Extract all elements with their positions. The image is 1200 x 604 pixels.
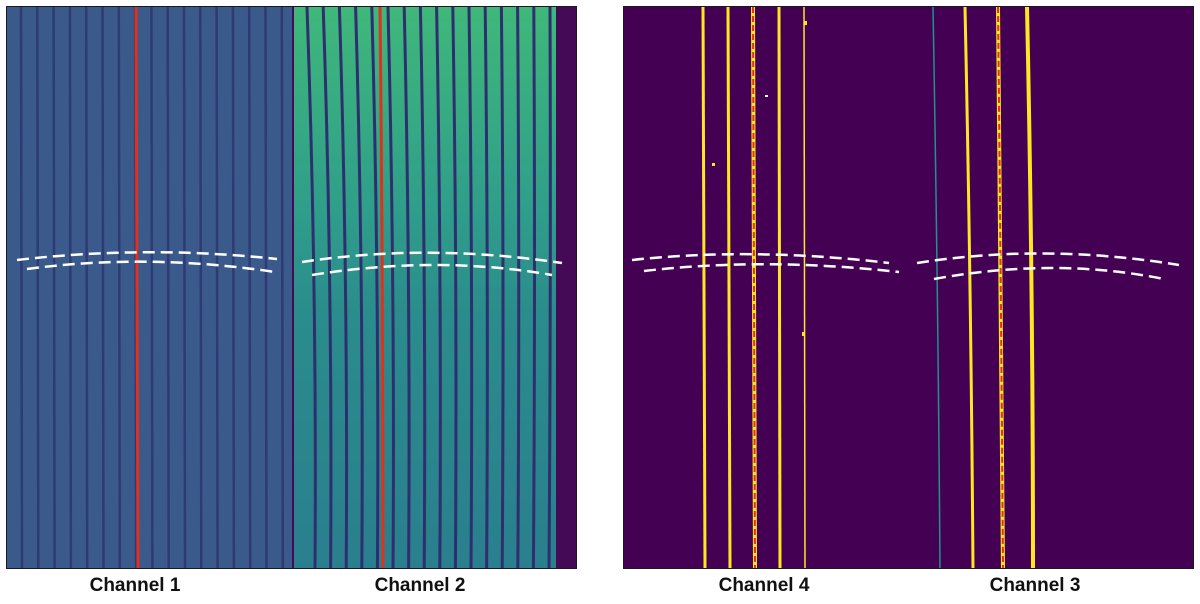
channel-2-gap-line (321, 7, 333, 568)
channel-1-red-trace (134, 7, 140, 568)
channel-2-gap-line (305, 7, 317, 568)
channel-2-gap-line (418, 7, 427, 568)
channel-1-gap-line (52, 7, 56, 568)
channel-2-gap-line (337, 7, 349, 568)
channel-4-line (726, 7, 732, 568)
channel-2-red-trace (378, 7, 385, 568)
channel-2-gap-line (370, 7, 380, 568)
channel-1-dashed-curve-upper (16, 250, 278, 262)
channel-3-dashed-curve-lower (933, 266, 1165, 281)
channel-1-gap-line (247, 7, 252, 568)
channel-3-line-faint (932, 7, 941, 568)
channel-2-dashed-curve-upper (301, 251, 563, 265)
channel-1-gap-line (36, 7, 40, 568)
channel-3-caption: Channel 3 (989, 575, 1081, 596)
channel-2-caption: Channel 2 (374, 575, 466, 596)
channel-2-gap-line (354, 7, 364, 568)
channel-2-gap-line (547, 7, 552, 568)
channel-4-red-trace (752, 7, 756, 568)
channel-1-gap-line (199, 7, 203, 568)
channel-4-line (803, 7, 806, 568)
channel-4-line (701, 7, 707, 568)
channel-1-gap-line (182, 7, 187, 568)
channel-1-gap-line (101, 7, 105, 568)
channel-2-gap-line (451, 7, 458, 568)
channel-3-line (1025, 7, 1035, 568)
channel-1-caption: Channel 1 (89, 575, 181, 596)
channel-1-2-image (7, 7, 563, 568)
channel-2-gap-line (435, 7, 442, 568)
speckle (712, 163, 715, 166)
speckle (802, 332, 805, 336)
channel-1-gap-line (215, 7, 219, 568)
left-image-panel (6, 6, 577, 569)
channel-1-gap-line (231, 7, 236, 568)
channel-1-gap-line (264, 7, 268, 568)
channel-3-dashed-curve-upper (916, 252, 1180, 267)
channel-2-dark-gaps (305, 7, 552, 568)
channel-1-gap-line (166, 7, 170, 568)
speckle (804, 21, 807, 25)
channel-1-gap-line (150, 7, 154, 568)
right-image-panel (623, 6, 1194, 569)
channel-1-gap-line (117, 7, 122, 568)
channel-1-gap-line (19, 7, 24, 568)
channel-4-dashed-curve-upper (631, 252, 890, 265)
channel-2-gap-line (467, 7, 474, 568)
channel-2-gap-line (499, 7, 505, 568)
channel-3-line (963, 7, 975, 568)
speckle (765, 95, 768, 97)
channel-4-line (777, 7, 782, 568)
channel-2-gap-line (531, 7, 537, 568)
channel-1-gap-line (84, 7, 89, 568)
channel-3-red-trace (997, 7, 1004, 568)
channel-1-gap-line (68, 7, 73, 568)
channel-2-gap-line (402, 7, 411, 568)
channel-2-gap-line (483, 7, 489, 568)
channel-1-gap-line (280, 7, 285, 568)
channel-2-gap-line (386, 7, 395, 568)
channel-2-gap-line (516, 7, 521, 568)
channel-1-dashed-curve-lower (26, 260, 276, 274)
channel-4-3-image (631, 7, 1180, 568)
channel-4-caption: Channel 4 (718, 575, 810, 596)
channel-4-dashed-curve-lower (643, 262, 900, 274)
